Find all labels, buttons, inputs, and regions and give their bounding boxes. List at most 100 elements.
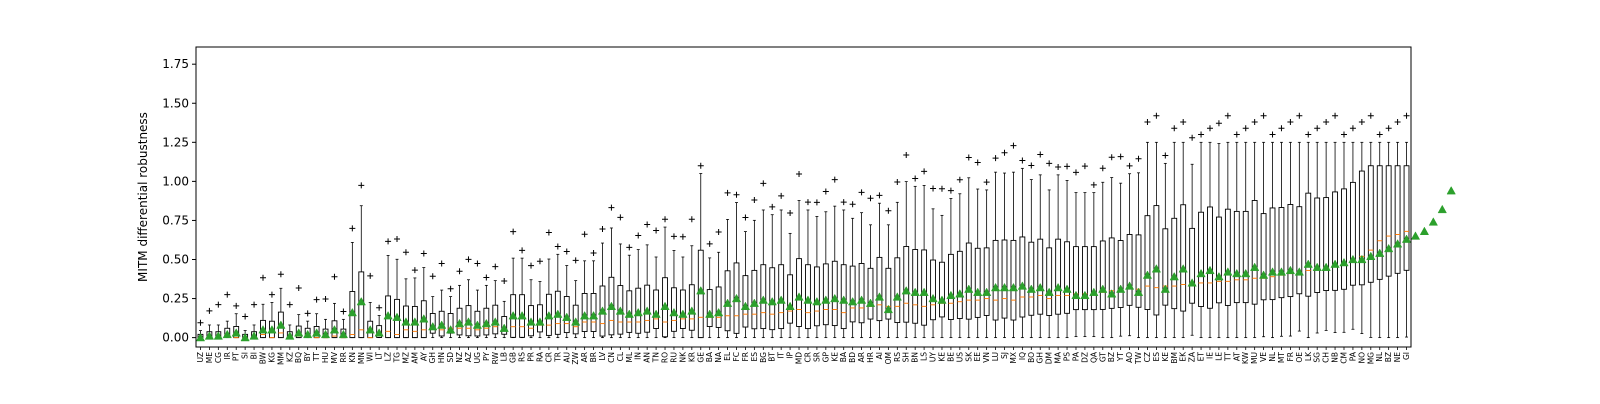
x-tick-label: SK — [964, 351, 973, 362]
mean-marker — [1124, 281, 1135, 290]
box-20 — [376, 304, 383, 339]
mean-marker — [1196, 268, 1206, 278]
x-tick-label: MN — [357, 352, 366, 364]
box-body — [1260, 213, 1267, 301]
x-tick-label: EE — [973, 352, 982, 362]
box-body — [822, 263, 829, 326]
box-52 — [662, 216, 669, 339]
box-61 — [742, 214, 749, 339]
mean-marker — [964, 284, 974, 293]
x-tick-label: OM — [884, 352, 893, 364]
box-44 — [590, 250, 597, 339]
outlier-marker — [858, 189, 865, 196]
y-tick-label: 0.00 — [162, 331, 189, 345]
outlier-marker — [724, 189, 731, 196]
mean-marker — [1232, 268, 1242, 278]
mean-marker — [1401, 234, 1412, 243]
box-99 — [1081, 163, 1088, 338]
outlier-marker — [662, 216, 669, 223]
y-tick-label: 1.00 — [162, 174, 189, 188]
mean-marker — [1392, 239, 1403, 248]
box-38 — [536, 258, 543, 339]
mean-marker — [705, 309, 715, 318]
mean-marker — [1330, 259, 1340, 268]
x-tick-label: TN — [652, 352, 661, 363]
x-tick-label: MZ — [401, 352, 410, 364]
box-77 — [885, 207, 892, 339]
box-body — [626, 290, 633, 333]
box-69 — [813, 199, 820, 339]
box-92 — [1019, 157, 1026, 339]
outlier-marker — [688, 216, 695, 223]
box-body — [635, 287, 642, 334]
outlier-marker — [1117, 153, 1124, 160]
box-101 — [1099, 165, 1106, 339]
x-tick-label: BA — [705, 351, 714, 362]
box-body — [1046, 247, 1053, 316]
box-body — [474, 310, 481, 337]
x-tick-label: RA — [535, 351, 544, 362]
box-115 — [1224, 112, 1231, 339]
mean-marker — [803, 295, 813, 304]
mean-marker — [955, 289, 965, 298]
mean-marker — [892, 292, 902, 301]
x-tick-label: NL — [1375, 351, 1384, 362]
x-tick-label: FC — [732, 352, 741, 362]
box-121 — [1278, 125, 1285, 337]
mean-marker — [1151, 264, 1162, 273]
outlier-marker — [483, 274, 490, 281]
box-body — [1082, 246, 1088, 311]
outlier-marker — [1081, 163, 1088, 170]
mean-marker — [311, 328, 322, 337]
x-tick-label: GH — [1036, 352, 1045, 363]
mean-marker — [776, 295, 786, 304]
mean-marker — [1089, 287, 1099, 296]
box-body — [1305, 192, 1312, 297]
x-tick-label: BD — [848, 352, 857, 363]
x-tick-label: IT — [777, 352, 786, 359]
mean-marker — [937, 295, 947, 304]
box-body — [965, 242, 972, 320]
x-tick-label: LZ — [384, 352, 393, 361]
outlier-marker — [804, 199, 811, 206]
box-body — [948, 253, 954, 320]
box-13 — [313, 296, 320, 339]
y-axis: 0.00 0.25 0.50 0.75 1.00 1.25 1.50 1.75 — [162, 57, 196, 345]
box-body — [528, 305, 534, 337]
box-body — [1019, 236, 1026, 318]
x-tick-label: UG — [473, 352, 482, 363]
box-body — [796, 258, 802, 327]
mean-marker — [821, 295, 831, 304]
box-118 — [1251, 119, 1258, 339]
mean-marker — [294, 328, 304, 337]
outlier-marker — [876, 192, 883, 199]
mean-marker — [329, 325, 340, 334]
box-body — [1278, 207, 1285, 299]
box-111 — [1189, 134, 1196, 336]
outlier-marker — [626, 244, 633, 251]
outlier-marker — [456, 268, 463, 275]
outlier-marker — [697, 162, 704, 169]
outlier-marker — [930, 185, 937, 192]
mean-marker — [481, 318, 491, 328]
x-tick-label: BZ — [1384, 352, 1393, 362]
outlier-marker — [1171, 125, 1178, 132]
box-body — [617, 285, 624, 335]
outlier-marker — [1314, 125, 1321, 132]
mean-marker — [865, 298, 876, 307]
outlier-marker — [429, 273, 436, 280]
mean-marker — [615, 306, 625, 315]
box-body — [1135, 234, 1142, 308]
y-tick-label: 0.50 — [162, 253, 189, 267]
box-98 — [1072, 169, 1079, 338]
box-68 — [804, 199, 811, 339]
box-body — [903, 246, 910, 323]
box-134 — [1394, 119, 1401, 339]
box-30 — [465, 256, 472, 339]
mean-marker — [669, 307, 679, 317]
x-tick-label: HN — [437, 352, 446, 363]
box-body — [769, 267, 776, 331]
outlier-marker — [1341, 131, 1347, 138]
x-tick-label: RS — [893, 352, 902, 362]
box-107 — [1153, 112, 1160, 339]
